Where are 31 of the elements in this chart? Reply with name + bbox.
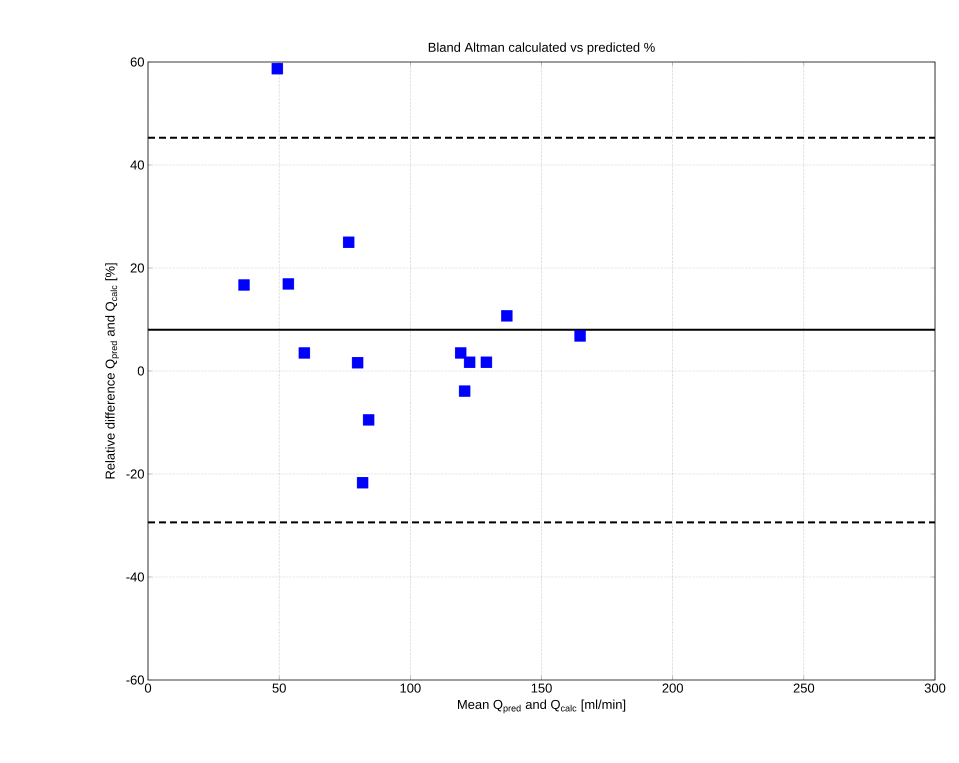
point [458, 385, 470, 397]
y-tick-label: 20 [130, 263, 144, 273]
point [298, 347, 310, 359]
x-tick-label: 150 [532, 684, 552, 693]
x-axis-title: Mean Q$_{pred}$ and Q$_{calc}$ [ml/min] [458, 700, 626, 714]
point [464, 356, 476, 368]
y-tick-label: 60 [130, 57, 144, 67]
point [282, 278, 294, 290]
point [574, 330, 586, 342]
point [272, 62, 284, 74]
y-tick-label: -60 [126, 675, 144, 685]
chart-title: Bland Altman calculated vs predicted % [428, 42, 655, 54]
y-tick-label: 40 [130, 160, 144, 170]
point [356, 477, 368, 488]
x-tick-label: 50 [272, 684, 286, 693]
x-tick-label: 100 [400, 684, 421, 693]
point [455, 347, 466, 359]
point [238, 279, 250, 291]
y-tick-label: 0 [138, 366, 144, 376]
x-tick-label: 200 [662, 684, 683, 693]
point [342, 236, 354, 248]
x-tick-label: 0 [144, 684, 152, 693]
point [362, 414, 374, 426]
point [352, 357, 364, 368]
point [501, 310, 513, 322]
y-tick-label: -40 [126, 572, 144, 582]
y-axis-title: Relative difference Q$_{pred}$ and Q$_{calc}$ [%] [105, 263, 119, 479]
point [480, 356, 492, 368]
x-tick-label: 300 [924, 684, 946, 693]
y-tick-label: -20 [126, 469, 144, 479]
x-tick-label: 250 [794, 684, 814, 693]
